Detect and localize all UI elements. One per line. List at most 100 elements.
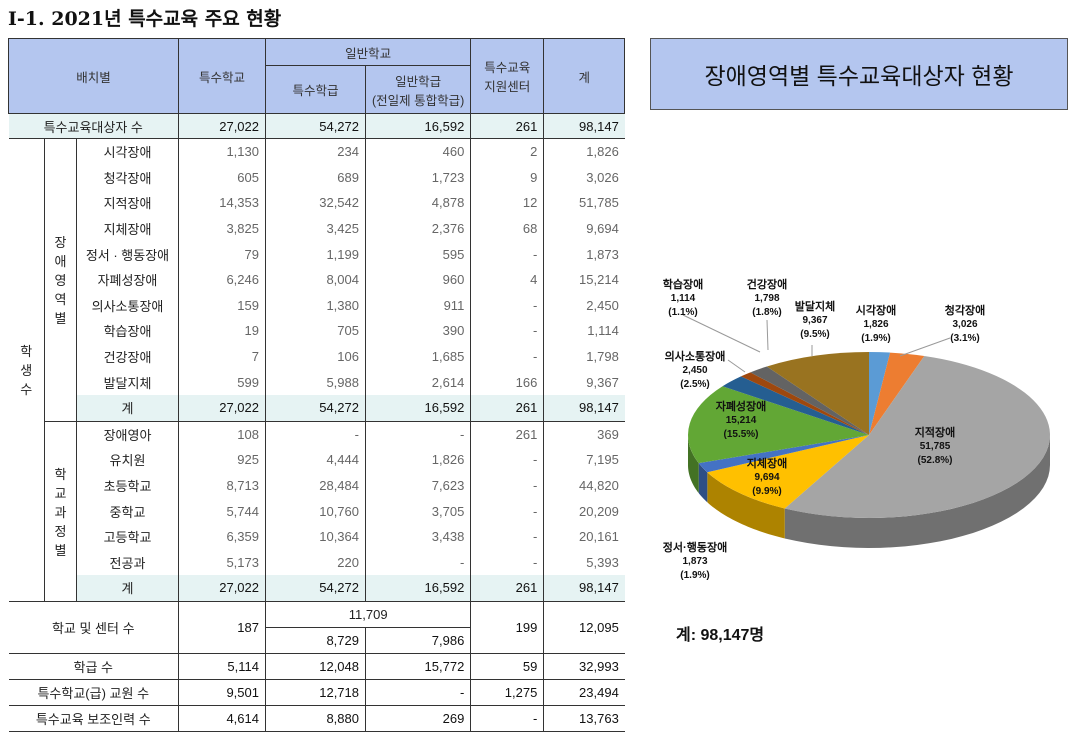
value-cell: 2,376 [364, 215, 472, 242]
table-row: 정서 · 행동장애 79 1,199 595-1,873 [9, 241, 625, 267]
row-label: 정서 · 행동장애 [76, 241, 179, 267]
document-title: Ⅰ-1. 2021년 특수교육 주요 현황 [8, 8, 282, 30]
header-general-class-sub: (전일제 통합학급) [372, 93, 465, 108]
value-cell: 27,022 [178, 394, 266, 422]
table-row: 건강장애 7 106 1,685-1,798 [9, 343, 625, 370]
table-row: 유치원 925 4,444 1,826-7,195 [9, 447, 625, 473]
pie-slice [784, 355, 1051, 518]
table-row: 초등학교 8,713 28,484 7,623-44,820 [9, 472, 625, 499]
table-row: 학급 수 5,114 12,048 15,772 59 32,993 [8, 653, 625, 680]
value-cell: 960 [364, 266, 472, 293]
row-label: 자폐성장애 [76, 266, 179, 293]
row-label: 초등학교 [76, 472, 179, 499]
row-label: 의사소통장애 [76, 292, 179, 319]
table-row: 청각장애 605 689 1,723 9 3,026 [9, 164, 625, 191]
value-cell: - [470, 318, 545, 344]
pie-slice [722, 376, 869, 435]
leader-line [766, 319, 769, 351]
pie-label-name: 시각장애 [855, 305, 897, 317]
table-row: 발달지체 599 5,988 2,614 166 9,367 [9, 369, 625, 395]
disability-group-label: 장애영역별 [44, 138, 77, 422]
pie-label-name: 정서·행동장애 [662, 542, 728, 554]
value-cell: 23,494 [543, 679, 625, 706]
table-row: 8,729 7,986 [9, 627, 625, 654]
pie-label-percent: (1.1%) [668, 307, 698, 318]
value-cell: 7,195 [543, 447, 625, 473]
header-general-class-label: 일반학급 [395, 74, 442, 89]
value-cell: 20,161 [543, 523, 625, 550]
value-cell: 269 [364, 705, 472, 732]
header-support-center: 특수교육 지원센터 [470, 38, 545, 114]
pie-label-percent: (3.1%) [950, 333, 980, 344]
value-cell: 187 [178, 600, 266, 654]
pie-label-value: 1,873 [682, 556, 708, 567]
pie-slice [750, 366, 869, 435]
header-general-school: 일반학교 [264, 38, 472, 66]
row-label: 특수교육대상자 수 [8, 113, 179, 139]
value-cell: 27,022 [178, 575, 266, 602]
value-cell: 1,826 [543, 137, 625, 165]
value-cell: 16,592 [364, 394, 472, 422]
pie-label-value: 9,694 [754, 472, 780, 483]
value-cell: 4,878 [364, 190, 472, 216]
pie-label-name: 지체장애 [746, 458, 788, 470]
table-row: 학생수 장애영역별 시각장애 1,130 234 460 2 1,826 [8, 137, 625, 602]
value-cell: 261 [470, 420, 545, 448]
pie-side-3 [784, 435, 1050, 548]
row-label: 고등학교 [76, 523, 179, 550]
value-cell: 108 [178, 420, 266, 448]
value-cell: 2,450 [543, 292, 625, 319]
value-cell: 1,826 [364, 447, 472, 473]
value-cell: 10,364 [265, 523, 366, 550]
table-row: 자폐성장애 6,246 8,004 960 4 15,214 [9, 266, 625, 293]
pie-label: 지체장애 9,694 (9.9%) [747, 457, 787, 499]
value-cell: 54,272 [265, 394, 366, 422]
table-row: 지체장애 3,825 3,425 2,376 68 9,694 [9, 215, 625, 242]
value-cell: 98,147 [543, 113, 625, 139]
value-cell: 32,993 [543, 653, 625, 680]
level-group-label-text: 학교과정별 [54, 466, 67, 558]
row-label: 특수학교(급) 교원 수 [8, 679, 179, 706]
header-total: 계 [543, 38, 626, 114]
value-cell: 8,729 [265, 627, 366, 654]
value-cell: 15,772 [364, 653, 472, 680]
value-cell: 3,705 [364, 498, 472, 524]
value-cell: 7,623 [364, 472, 472, 499]
value-cell: 10,760 [265, 498, 366, 524]
value-cell: 14,353 [178, 190, 266, 216]
value-cell: 16,592 [364, 575, 472, 602]
pie-label-percent: (1.9%) [861, 333, 891, 344]
pie-label-percent: (1.9%) [680, 570, 710, 581]
value-cell: 1,275 [470, 679, 545, 706]
pie-label: 학습장애 1,114 (1.1%) [663, 278, 703, 320]
value-cell: - [470, 292, 545, 319]
value-cell: 15,214 [543, 266, 625, 293]
value-cell: 261 [470, 113, 545, 139]
value-cell: 199 [470, 600, 545, 654]
pie-label: 건강장애 1,798 (1.8%) [747, 278, 787, 320]
value-cell: 68 [470, 215, 545, 242]
value-cell: 9,501 [178, 679, 266, 706]
pie-label-value: 51,785 [919, 441, 951, 452]
value-cell: 2,614 [364, 369, 472, 395]
value-cell: - [470, 343, 545, 370]
value-cell: 5,173 [178, 549, 266, 576]
row-label: 유치원 [76, 447, 179, 473]
pie-label: 자폐성장애 15,214 (15.5%) [716, 400, 767, 442]
pie-label-percent: (1.8%) [752, 307, 782, 318]
value-cell: 12,048 [265, 653, 366, 680]
value-cell: 13,763 [543, 705, 625, 732]
chart-total-note: 계: 98,147명 [676, 627, 765, 644]
value-cell: 98,147 [543, 575, 625, 602]
row-label: 학급 수 [8, 653, 179, 680]
value-cell: 1,199 [265, 241, 366, 267]
value-cell: 12,718 [265, 679, 366, 706]
value-cell: 16,592 [364, 113, 472, 139]
table-row: 고등학교 6,359 10,364 3,438-20,161 [9, 523, 625, 550]
value-cell: 5,744 [178, 498, 266, 524]
row-label: 특수교육 보조인력 수 [8, 705, 179, 732]
pie-slice [740, 372, 869, 435]
value-cell: 3,026 [543, 164, 625, 191]
value-cell: 7,986 [364, 627, 472, 654]
pie-label-name: 학습장애 [662, 279, 704, 291]
